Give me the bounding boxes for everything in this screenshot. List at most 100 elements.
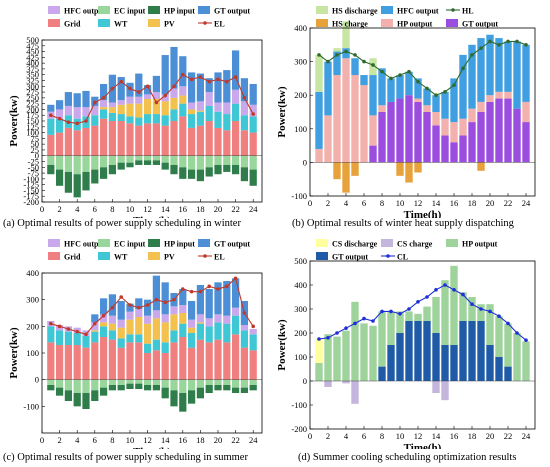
bar-c-grid-8 xyxy=(108,339,117,380)
bar-b-hfc-output-8 xyxy=(378,68,386,106)
bar-d-hp-output-24 xyxy=(522,341,530,381)
bar-a-hfc-output-8 xyxy=(108,102,117,108)
bar-c-ec-input-6 xyxy=(91,379,99,391)
bar-a-grid-20 xyxy=(214,127,222,156)
ytick-label-a--50: -50 xyxy=(28,162,39,172)
bar-a-wt-1 xyxy=(47,118,55,135)
bar-b-hs-charge-19 xyxy=(477,162,485,171)
bar-c-pv-12 xyxy=(143,323,152,344)
bar-b-hs-discharge-4 xyxy=(342,21,350,49)
bar-a-hfc-output-19 xyxy=(205,92,213,106)
bar-a-ec-input-5 xyxy=(82,155,90,172)
point-a-el-23 xyxy=(242,96,247,100)
bar-a-grid-14 xyxy=(161,125,169,156)
point-b-hl-19 xyxy=(479,46,483,50)
xtick-label-a-18: 18 xyxy=(196,204,205,214)
bar-d-hp-output-10 xyxy=(396,311,404,333)
ytick-label-a--100: -100 xyxy=(23,174,39,184)
bar-a-grid-22 xyxy=(231,121,240,156)
bar-a-ec-input-19 xyxy=(205,155,213,168)
bar-a-grid-12 xyxy=(143,123,152,156)
bar-c-grid-24 xyxy=(249,350,257,380)
ytick-label-a--200: -200 xyxy=(23,197,39,207)
ytick-label-c-400: 400 xyxy=(26,268,39,278)
bar-b-hp-output-4 xyxy=(342,58,350,163)
bar-c-wt-6 xyxy=(91,331,99,343)
point-a-el-9 xyxy=(119,79,123,84)
bar-b-hfc-output-11 xyxy=(405,71,413,96)
bar-a-hfc-output-13 xyxy=(152,92,161,100)
bar-d-hp-output-3 xyxy=(333,336,341,381)
point-d-cl-18 xyxy=(470,302,474,306)
bar-a-grid-15 xyxy=(170,121,178,156)
legend-swatch-a-hfc-output xyxy=(48,6,60,14)
bar-c-ec-input-18 xyxy=(196,379,205,388)
legend-label-a-pv: PV xyxy=(164,20,175,29)
chart-panel-d: -200 -100 0 100 200 300 400 500 0 2 4 6 8 10 12 14 16 18 2… xyxy=(278,233,550,449)
legend-label-b-hfc-output: HFC output xyxy=(397,7,439,16)
ytick-label-a-0: 0 xyxy=(35,151,39,161)
ytick-label-a-225: 225 xyxy=(26,99,39,109)
bar-a-pv-7 xyxy=(99,107,108,110)
xtick-label-a-22: 22 xyxy=(231,204,240,214)
bar-c-gt-output-16 xyxy=(179,289,187,305)
legend-label-a-hp-input: HP input xyxy=(164,7,195,16)
bar-d-gt-output-8 xyxy=(378,366,386,381)
bar-c-pv-16 xyxy=(179,313,187,324)
bar-a-wt-12 xyxy=(143,114,152,124)
ylabel-b: Power(kw) xyxy=(278,86,288,138)
xtick-label-c-0: 0 xyxy=(40,435,44,445)
legend-swatch-c-ec-input xyxy=(98,239,110,247)
bar-a-ec-input-10 xyxy=(126,155,134,163)
bar-b-gt-output-23 xyxy=(513,108,521,163)
point-b-hl-3 xyxy=(335,53,339,57)
xtick-label-d-18: 18 xyxy=(468,431,477,441)
bar-a-grid-19 xyxy=(205,121,213,156)
point-c-el-1 xyxy=(49,321,53,326)
bar-b-hp-output-7 xyxy=(369,115,377,146)
bar-b-gt-output-12 xyxy=(414,101,422,163)
bar-c-pv-9 xyxy=(117,327,125,339)
bar-c-ec-input-5 xyxy=(82,379,90,393)
bar-b-gt-output-10 xyxy=(396,98,404,163)
bar-a-gt-output-1 xyxy=(47,104,55,112)
bar-a-ec-input-1 xyxy=(47,155,55,165)
bar-c-hp-input-20 xyxy=(214,385,222,391)
point-b-hl-20 xyxy=(488,39,492,44)
legend-label-d-gt-output: GT output xyxy=(332,253,368,262)
bar-c-ec-input-22 xyxy=(231,379,240,388)
legend-label-a-hfc-output: HFC output xyxy=(64,7,106,16)
bar-b-hp-output-2 xyxy=(324,115,332,163)
bar-c-wt-16 xyxy=(179,323,187,337)
legend-swatch-c-gt-output xyxy=(198,239,210,247)
bar-a-hp-input-6 xyxy=(91,169,99,184)
bar-a-gt-output-17 xyxy=(187,72,196,103)
point-b-hl-4 xyxy=(344,49,348,54)
legend-label-c-ec-input: EC input xyxy=(114,240,146,249)
bar-a-ec-input-3 xyxy=(64,155,73,172)
bar-a-ec-input-17 xyxy=(187,155,196,170)
bar-b-hfc-output-9 xyxy=(387,78,395,102)
bar-a-grid-23 xyxy=(240,130,249,156)
bar-b-gt-output-8 xyxy=(378,112,386,163)
ytick-label-d-400: 400 xyxy=(294,280,307,290)
ytick-label-a--175: -175 xyxy=(23,191,39,201)
xtick-label-d-6: 6 xyxy=(362,431,366,441)
bar-a-ec-input-21 xyxy=(223,155,231,165)
bar-c-grid-22 xyxy=(231,334,240,380)
point-d-cl-4 xyxy=(344,326,348,330)
xtick-label-b-10: 10 xyxy=(396,198,405,208)
bar-d-hp-output-21 xyxy=(495,316,503,357)
bar-a-ec-input-2 xyxy=(55,155,64,170)
ytick-label-d-500: 500 xyxy=(294,256,307,266)
bar-a-ec-input-20 xyxy=(214,155,222,165)
bar-b-hp-output-12 xyxy=(414,98,422,102)
xtick-label-d-4: 4 xyxy=(344,431,349,441)
bar-a-hp-input-13 xyxy=(152,160,161,165)
point-b-hl-14 xyxy=(434,93,438,97)
chart-panel-c: -1000100200300400024681012141618202224Ti… xyxy=(0,233,278,449)
point-a-el-8 xyxy=(110,86,115,91)
bar-c-wt-8 xyxy=(108,330,117,340)
bar-a-hfc-output-14 xyxy=(161,94,169,102)
bar-a-wt-18 xyxy=(196,111,205,126)
